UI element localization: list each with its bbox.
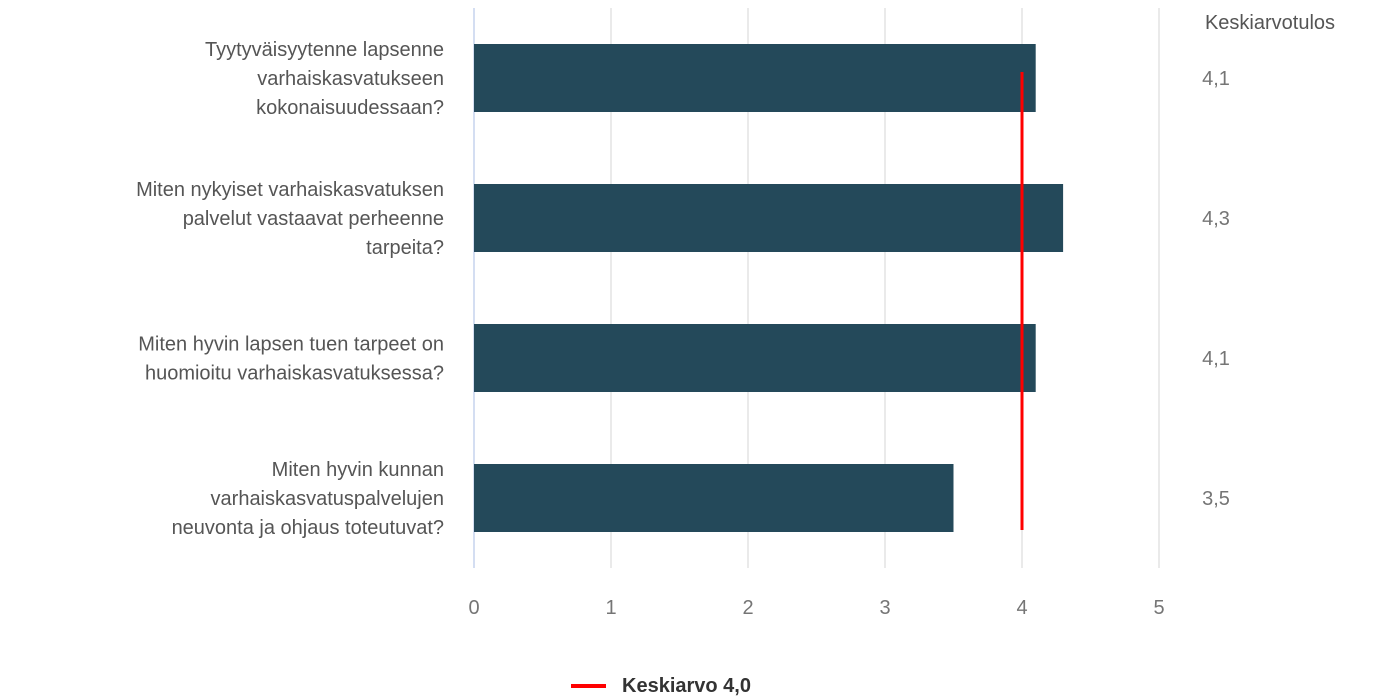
x-axis-ticks: 0 1 2 3 4 5: [468, 597, 1164, 619]
x-tick-label: 0: [468, 597, 479, 619]
x-tick-label: 2: [742, 597, 753, 619]
value-column: Keskiarvotulos 4,1 4,3 4,1 3,5: [1202, 12, 1335, 510]
value-label: 4,3: [1202, 208, 1230, 230]
x-tick-label: 3: [879, 597, 890, 619]
value-column-header: Keskiarvotulos: [1205, 12, 1335, 34]
value-label: 4,1: [1202, 348, 1230, 370]
bar: [474, 44, 1036, 112]
value-label: 3,5: [1202, 488, 1230, 510]
category-label: Miten hyvin kunnan varhaiskasvatuspalvelu…: [172, 459, 444, 539]
value-label: 4,1: [1202, 68, 1230, 90]
legend: Keskiarvo 4,0: [571, 675, 751, 696]
bar: [474, 184, 1064, 252]
category-labels: Tyytyväisyytenne lapsenne varhaiskasvatuk…: [136, 39, 444, 539]
x-tick-label: 4: [1016, 597, 1027, 619]
bar: [474, 324, 1036, 392]
category-label: Miten nykyiset varhaiskasvatuksen palvelu…: [136, 179, 444, 259]
x-tick-label: 1: [605, 597, 616, 619]
category-label: Miten hyvin lapsen tuen tarpeet on huomio…: [138, 334, 444, 385]
category-label: Tyytyväisyytenne lapsenne varhaiskasvatuk…: [205, 39, 444, 119]
x-tick-label: 5: [1153, 597, 1164, 619]
bar: [474, 464, 954, 532]
bars: [474, 44, 1064, 532]
legend-label: Keskiarvo 4,0: [622, 675, 751, 696]
